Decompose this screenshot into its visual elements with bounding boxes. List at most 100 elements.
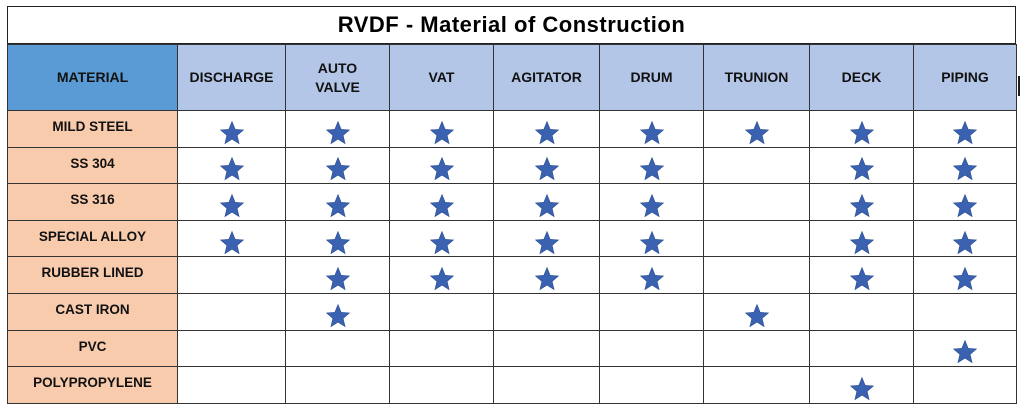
star-icon — [429, 230, 455, 256]
material-name: SS 316 — [7, 183, 178, 221]
table-cell — [809, 110, 914, 148]
star-icon — [325, 303, 351, 329]
star-icon — [849, 120, 875, 146]
table-cell — [809, 366, 914, 404]
table-cell — [599, 183, 704, 221]
table-row: SS 316 — [7, 183, 1017, 221]
star-icon — [219, 120, 245, 146]
star-icon — [849, 193, 875, 219]
star-icon — [325, 193, 351, 219]
table-cell — [913, 366, 1017, 404]
material-name: MILD STEEL — [7, 110, 178, 148]
star-icon — [219, 193, 245, 219]
star-icon — [534, 120, 560, 146]
table-cell — [809, 183, 914, 221]
star-icon — [639, 230, 665, 256]
table-cell — [389, 183, 494, 221]
table-cell — [913, 110, 1017, 148]
material-name: CAST IRON — [7, 292, 178, 331]
table-row: SPECIAL ALLOY — [7, 219, 1017, 258]
table-cell — [703, 329, 810, 368]
table-cell — [599, 256, 704, 294]
table-cell — [389, 110, 494, 148]
column-header-vat: VAT — [389, 44, 494, 111]
table-cell — [493, 183, 600, 221]
column-header-discharge: DISCHARGE — [177, 44, 286, 111]
star-icon — [952, 156, 978, 182]
material-name: POLYPROPYLENE — [7, 366, 178, 404]
star-icon — [325, 266, 351, 292]
table-cell — [493, 366, 600, 404]
table-cell — [703, 256, 810, 294]
table-cell — [913, 256, 1017, 294]
star-icon — [219, 156, 245, 182]
star-icon — [849, 230, 875, 256]
table-cell — [493, 219, 600, 258]
table-cell — [809, 292, 914, 331]
table-cell — [703, 366, 810, 404]
table-cell — [703, 292, 810, 331]
table-row: RUBBER LINED — [7, 256, 1017, 294]
table-cell — [285, 256, 390, 294]
table-cell — [389, 292, 494, 331]
table-cell — [913, 146, 1017, 185]
table-cell — [177, 366, 286, 404]
column-header-deck: DECK — [809, 44, 914, 111]
table-cell — [703, 110, 810, 148]
table-cell — [389, 146, 494, 185]
star-icon — [325, 156, 351, 182]
table-body: MILD STEEL SS 304 SS 316 SPECIAL ALLOY RUBBE… — [7, 110, 1017, 404]
column-header-auto-valve: AUTO VALVE — [285, 44, 390, 111]
table-cell — [285, 366, 390, 404]
table-row: MILD STEEL — [7, 110, 1017, 148]
table-cell — [493, 329, 600, 368]
star-icon — [534, 193, 560, 219]
material-table-sheet: RVDF - Material of Construction MATERIAL… — [7, 6, 1017, 404]
star-icon — [325, 230, 351, 256]
star-icon — [534, 230, 560, 256]
table-row: POLYPROPYLENE — [7, 366, 1017, 404]
table-cell — [285, 219, 390, 258]
star-icon — [952, 193, 978, 219]
star-icon — [744, 120, 770, 146]
table-cell — [177, 292, 286, 331]
star-icon — [534, 156, 560, 182]
material-name: RUBBER LINED — [7, 256, 178, 294]
table-cell — [913, 329, 1017, 368]
table-cell — [285, 292, 390, 331]
table-title: RVDF - Material of Construction — [7, 6, 1016, 44]
star-icon — [639, 120, 665, 146]
star-icon — [219, 230, 245, 256]
table-cell — [599, 292, 704, 331]
table-cell — [177, 329, 286, 368]
star-icon — [952, 230, 978, 256]
table-cell — [177, 256, 286, 294]
table-cell — [599, 366, 704, 404]
star-icon — [849, 266, 875, 292]
table-cell — [599, 329, 704, 368]
table-row: SS 304 — [7, 146, 1017, 185]
table-cell — [285, 183, 390, 221]
table-cell — [913, 292, 1017, 331]
star-icon — [952, 120, 978, 146]
table-cell — [493, 256, 600, 294]
table-cell — [809, 256, 914, 294]
star-icon — [429, 156, 455, 182]
star-icon — [639, 156, 665, 182]
column-header-piping: PIPING — [913, 44, 1017, 111]
table-row: PVC — [7, 329, 1017, 368]
table-cell — [285, 146, 390, 185]
material-name: SS 304 — [7, 146, 178, 185]
star-icon — [849, 156, 875, 182]
star-icon — [429, 266, 455, 292]
table-cell — [809, 219, 914, 258]
table-cell — [599, 146, 704, 185]
table-cell — [389, 219, 494, 258]
table-cell — [285, 329, 390, 368]
table-cell — [913, 219, 1017, 258]
table-cell — [177, 146, 286, 185]
column-header-material: MATERIAL — [7, 44, 178, 111]
table-cell — [809, 146, 914, 185]
table-cell — [703, 146, 810, 185]
table-cell — [285, 110, 390, 148]
